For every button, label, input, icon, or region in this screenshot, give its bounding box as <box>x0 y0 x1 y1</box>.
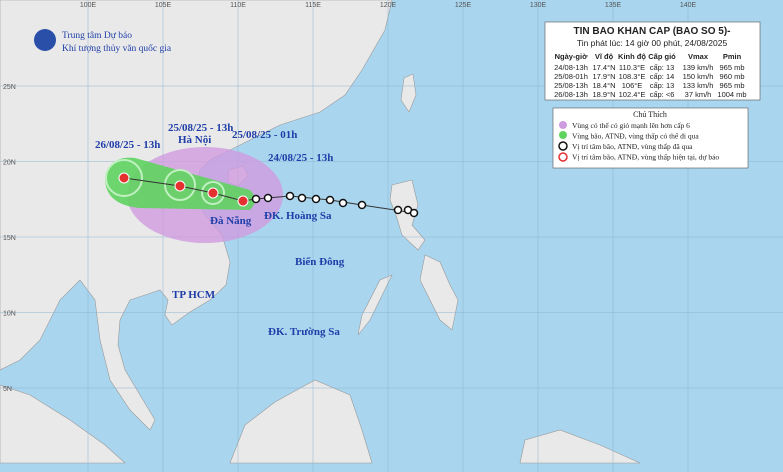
lon-label: 125E <box>455 2 472 9</box>
forecast-position <box>174 180 186 192</box>
track-label: 25/08/25 - 13h <box>168 122 233 134</box>
place-label: Biển Đông <box>295 256 345 268</box>
table-cell: 108.3°E <box>619 72 646 81</box>
lon-label: 115E <box>305 2 321 9</box>
table-cell: 106°E <box>622 81 643 90</box>
lat-label: 25N <box>3 84 16 91</box>
legend-item: Vị trí tâm bão, ATNĐ, vùng thấp đã qua <box>572 142 693 151</box>
bulletin-table: Ngày-giờ Vĩ độ Kinh độ Cấp gió Vmax Pmin 24/08… <box>554 52 746 99</box>
table-cell: 102.4°E <box>619 90 646 99</box>
past-position <box>297 193 307 203</box>
forecast-position <box>207 187 219 199</box>
past-positions <box>251 191 419 218</box>
table-cell: 18.4°N <box>592 81 615 90</box>
table-cell: cấp: <6 <box>650 90 675 99</box>
lon-label: 105E <box>155 2 172 9</box>
bulletin-title: TIN BAO KHAN CAP (BAO SO 5)- <box>573 26 730 37</box>
lon-label: 100E <box>80 2 97 9</box>
place-label: ĐK. Trường Sa <box>268 326 340 338</box>
legend-items: Vùng có thể có gió mạnh lên hơn cấp 6 Vùn… <box>572 121 719 162</box>
table-cell: 960 mb <box>719 72 744 81</box>
org-line: Trung tâm Dự báo <box>62 31 132 41</box>
place-label: TP HCM <box>172 289 216 301</box>
past-position <box>325 195 335 205</box>
table-cell: cấp: 13 <box>650 63 675 72</box>
table-cell: 18.9°N <box>592 90 615 99</box>
forecast-positions <box>118 172 249 207</box>
track-label: 24/08/25 - 13h <box>268 152 333 164</box>
table-cell: 25/08-01h <box>554 72 588 81</box>
column-header: Kinh độ <box>618 52 646 61</box>
legend-swatch <box>559 131 567 139</box>
legend-swatch <box>558 141 568 151</box>
lat-label: 5N <box>3 386 12 393</box>
track-label: 25/08/25 - 01h <box>232 129 297 141</box>
column-header: Vmax <box>688 52 709 61</box>
org-line: Khí tượng thủy văn quốc gia <box>62 43 172 54</box>
table-cell: 17.9°N <box>592 72 615 81</box>
legend-item: Vùng có thể có gió mạnh lên hơn cấp 6 <box>572 121 690 130</box>
past-position <box>263 193 273 203</box>
lat-label: 15N <box>3 235 16 242</box>
current-position <box>237 195 249 207</box>
table-cell: 17.4°N <box>592 63 615 72</box>
table-cell: 110.3°E <box>619 63 645 72</box>
past-position <box>393 205 403 215</box>
storm-circle <box>164 169 196 201</box>
table-cell: cấp: 14 <box>650 72 675 81</box>
lat-label: 10N <box>3 311 16 318</box>
bulletin-issued: Tin phát lúc: 14 giờ 00 phút, 24/08/2025 <box>577 38 728 48</box>
table-cell: 1004 mb <box>717 90 746 99</box>
table-cell: 26/08-13h <box>554 90 588 99</box>
legend-swatch <box>558 152 568 162</box>
legend-title: Chú Thích <box>633 110 667 119</box>
table-cell: 25/08-13h <box>554 81 588 90</box>
table-cell: cấp: 13 <box>650 81 675 90</box>
past-position <box>409 208 419 218</box>
storm-circle <box>105 159 143 197</box>
column-header: Pmin <box>723 52 742 61</box>
storm-circle <box>201 181 225 205</box>
lon-label: 110E <box>230 2 246 9</box>
bulletin-box <box>544 21 761 101</box>
column-header: Cấp gió <box>648 52 676 61</box>
past-position <box>338 198 348 208</box>
logo <box>34 29 56 51</box>
past-position <box>251 194 261 204</box>
table-cell: 150 km/h <box>683 72 714 81</box>
table-cell: 965 mb <box>719 81 744 90</box>
track-label: 26/08/25 - 13h <box>95 139 160 151</box>
column-header: Vĩ độ <box>595 52 614 61</box>
table-cell: 37 km/h <box>685 90 712 99</box>
lon-label: 130E <box>530 2 547 9</box>
forecast-position <box>118 172 130 184</box>
past-position <box>285 191 295 201</box>
past-position <box>357 200 367 210</box>
place-label: ĐK. Hoàng Sa <box>264 210 332 222</box>
table-cell: 133 km/h <box>683 81 714 90</box>
table-cell: 965 mb <box>719 63 744 72</box>
column-header: Ngày-giờ <box>555 52 589 61</box>
lon-label: 135E <box>605 2 622 9</box>
place-label: Đà Nẵng <box>210 215 252 227</box>
lon-label: 140E <box>680 2 697 9</box>
lat-label: 20N <box>3 160 16 167</box>
table-cell: 24/08-13h <box>554 63 588 72</box>
table-cell: 139 km/h <box>683 63 714 72</box>
lon-label: 120E <box>380 2 397 9</box>
legend-box <box>552 107 749 169</box>
past-position <box>311 194 321 204</box>
legend-item: Vùng bão, ATNĐ, vùng thấp có thể đi qua <box>572 132 699 141</box>
legend-item: Vị trí tâm bão, ATNĐ, vùng thấp hiện tại… <box>572 153 719 162</box>
place-label: Hà Nội <box>178 134 211 146</box>
legend-swatch <box>559 121 567 129</box>
